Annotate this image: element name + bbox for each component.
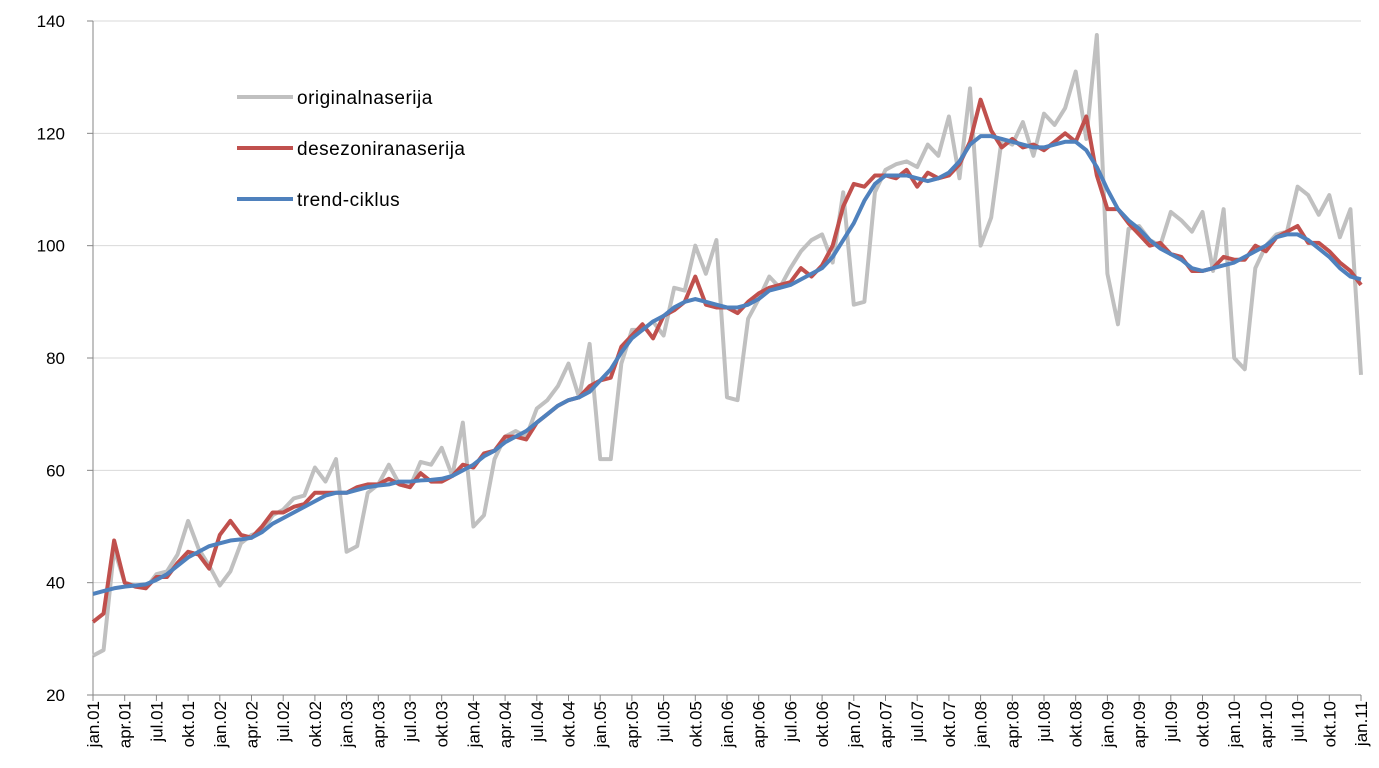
x-tick-label: jan.05 xyxy=(591,701,610,748)
y-tick-label: 120 xyxy=(37,124,65,143)
x-tick-label: apr.10 xyxy=(1257,701,1276,748)
y-tick-label: 100 xyxy=(37,237,65,256)
x-tick-label: jan.07 xyxy=(845,701,864,748)
x-tick-label: okt.05 xyxy=(686,701,705,747)
y-tick-label: 20 xyxy=(46,686,65,705)
x-tick-label: okt.07 xyxy=(940,701,959,747)
x-tick-label: jan.03 xyxy=(338,701,357,748)
x-tick-label: jul.01 xyxy=(147,701,166,743)
x-tick-label: jan.01 xyxy=(84,701,103,748)
x-tick-label: jan.08 xyxy=(972,701,991,748)
x-tick-label: apr.05 xyxy=(623,701,642,748)
x-tick-label: okt.09 xyxy=(1194,701,1213,747)
x-tick-label: apr.08 xyxy=(1003,701,1022,748)
x-tick-label: okt.04 xyxy=(560,701,579,747)
legend-label: trend-ciklus xyxy=(297,190,400,211)
x-tick-label: jan.10 xyxy=(1225,701,1244,748)
x-tick-label: apr.09 xyxy=(1130,701,1149,748)
x-tick-label: jul.05 xyxy=(655,701,674,743)
legend-label: originalnaserija xyxy=(297,88,433,109)
x-tick-label: jan.11 xyxy=(1352,701,1371,747)
y-tick-label: 80 xyxy=(46,349,65,368)
x-tick-label: okt.08 xyxy=(1067,701,1086,747)
x-tick-label: okt.10 xyxy=(1320,701,1339,747)
series-line xyxy=(92,33,1363,658)
x-tick-label: apr.03 xyxy=(369,701,388,748)
x-tick-label: jul.07 xyxy=(908,701,927,743)
series-line xyxy=(92,134,1362,596)
x-tick-label: okt.03 xyxy=(433,701,452,747)
x-tick-label: jul.04 xyxy=(528,701,547,743)
x-tick-label: apr.01 xyxy=(116,701,135,748)
x-tick-label: apr.07 xyxy=(877,701,896,748)
x-tick-label: apr.04 xyxy=(496,701,515,748)
y-tick-label: 60 xyxy=(46,461,65,480)
x-tick-label: jan.06 xyxy=(718,701,737,748)
x-tick-label: jan.02 xyxy=(211,701,230,748)
x-tick-label: apr.06 xyxy=(750,701,769,748)
x-tick-label: jul.06 xyxy=(781,701,800,743)
x-tick-label: jul.09 xyxy=(1162,701,1181,743)
x-tick-label: jul.03 xyxy=(401,701,420,743)
y-tick-label: 40 xyxy=(46,574,65,593)
y-tick-label: 140 xyxy=(37,12,65,31)
x-tick-label: okt.01 xyxy=(179,701,198,747)
x-tick-label: jul.10 xyxy=(1289,701,1308,743)
x-tick-label: jul.08 xyxy=(1035,701,1054,743)
x-tick-label: okt.06 xyxy=(813,701,832,747)
x-tick-label: jan.04 xyxy=(464,701,483,748)
x-tick-label: jul.02 xyxy=(274,701,293,743)
x-tick-label: apr.02 xyxy=(243,701,262,748)
series-line xyxy=(91,97,1363,624)
legend-label: desezoniranaserija xyxy=(297,139,466,160)
x-tick-label: okt.02 xyxy=(306,701,325,747)
x-tick-label: jan.09 xyxy=(1098,701,1117,748)
